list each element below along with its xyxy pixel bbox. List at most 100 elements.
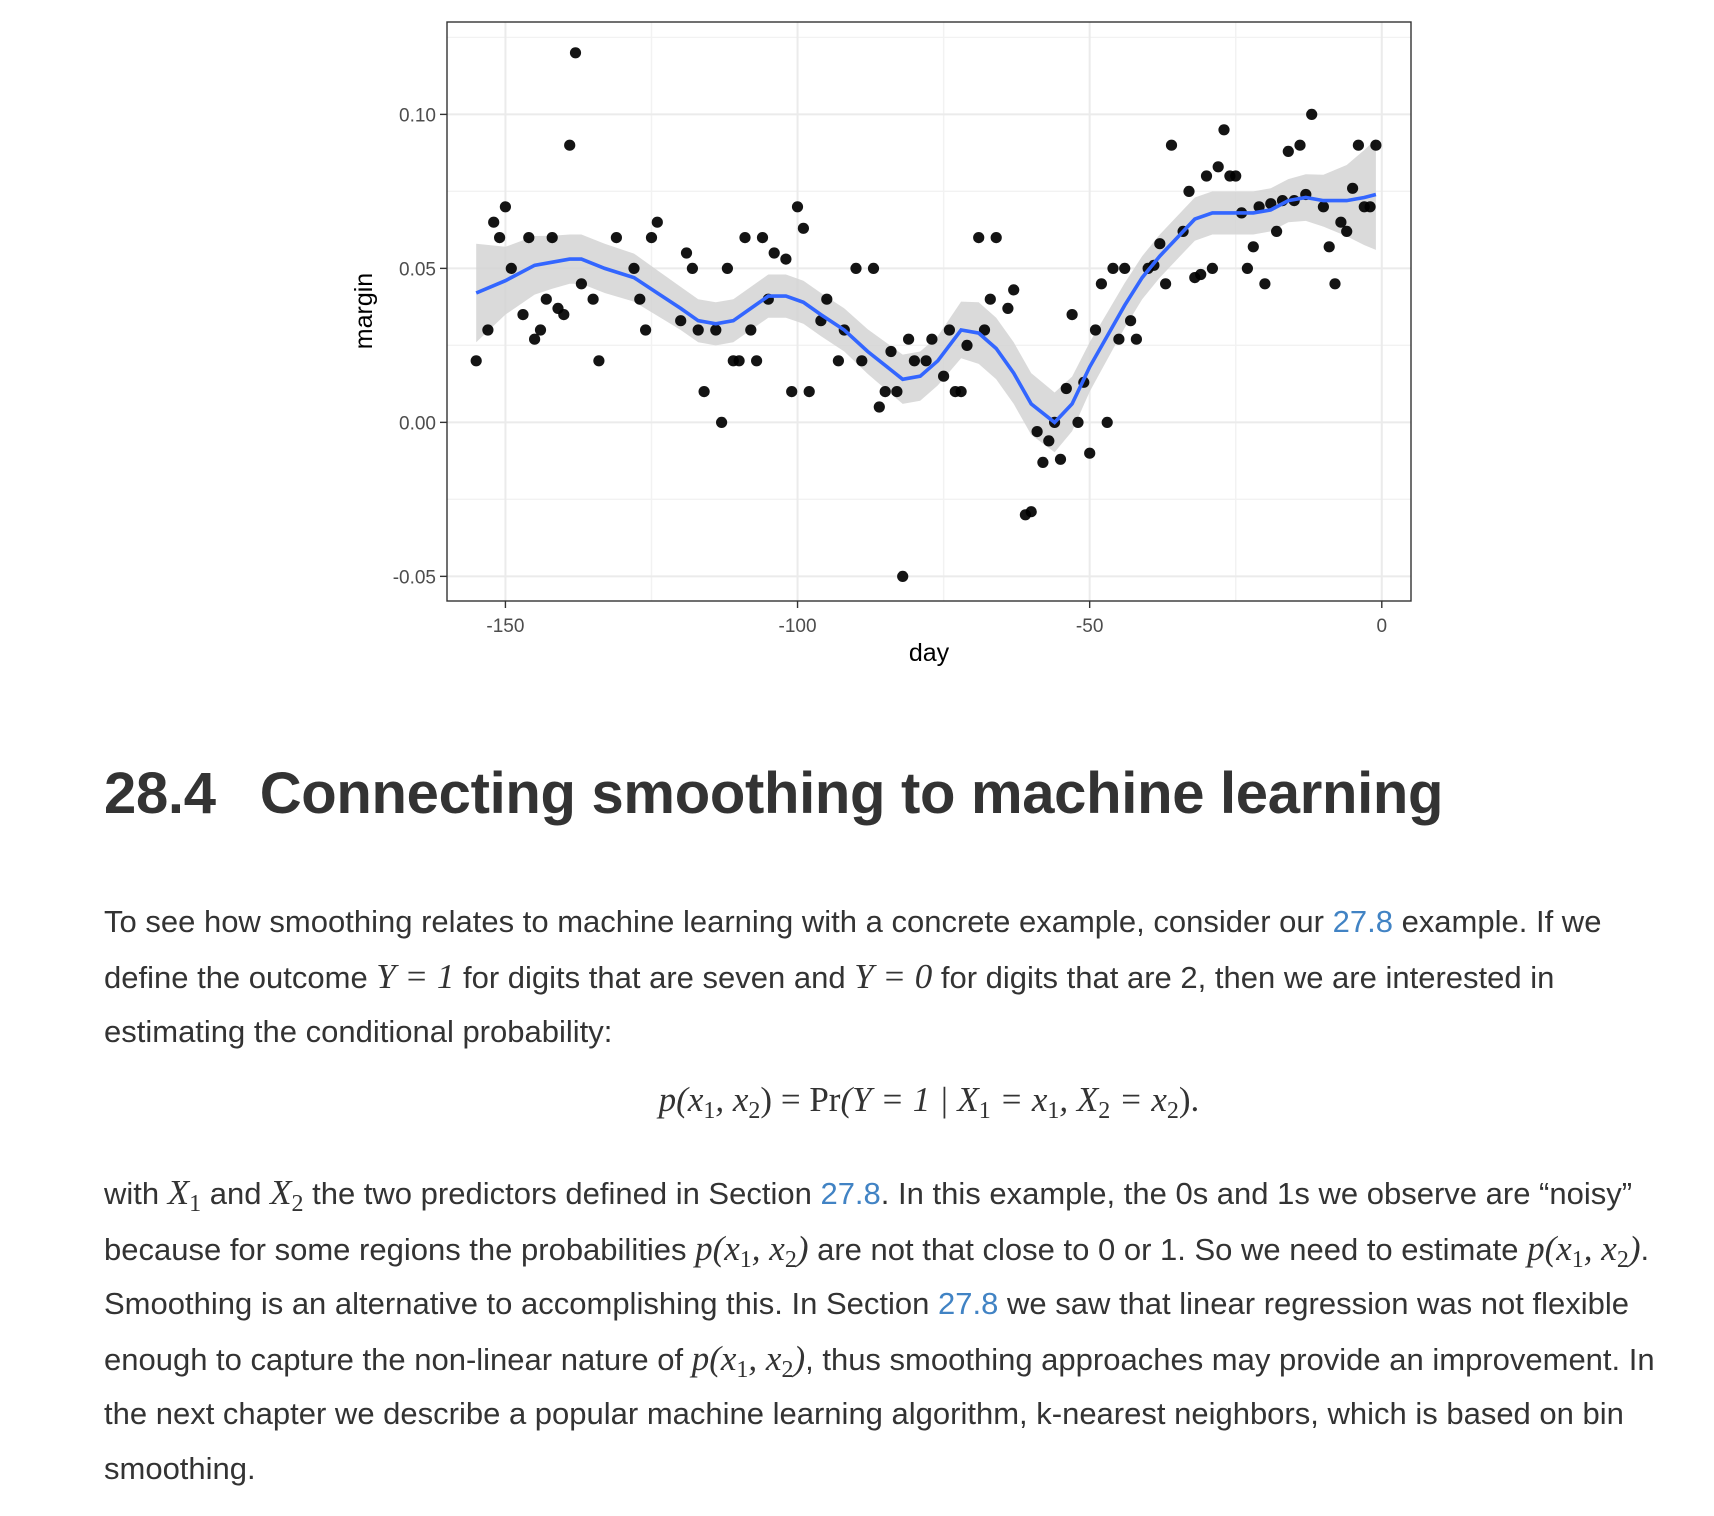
data-point [1195, 268, 1207, 281]
data-point [529, 333, 541, 345]
data-point [494, 232, 506, 244]
data-point [1072, 416, 1084, 428]
data-point [721, 262, 734, 274]
math-y-equals-1: Y = 1 [376, 956, 455, 996]
data-point [523, 232, 535, 244]
data-point [926, 333, 938, 345]
text: for digits that are 2, then we are inter… [104, 959, 1555, 1050]
x-tick-label: -50 [1076, 616, 1103, 637]
data-point [645, 232, 658, 244]
data-point [1002, 302, 1014, 314]
data-point [973, 232, 985, 244]
data-point [733, 355, 745, 367]
data-point [943, 324, 956, 336]
section-heading: 28.4 Connecting smoothing to machine lear… [104, 760, 1443, 827]
smooth-line [475, 192, 1377, 425]
data-point [873, 401, 885, 413]
data-point [517, 309, 529, 321]
data-point [1060, 382, 1072, 395]
data-point [756, 232, 769, 244]
data-point [1107, 262, 1119, 274]
text: for digits that are seven and [454, 959, 855, 995]
data-point [797, 222, 810, 234]
data-point [1160, 278, 1172, 290]
eq-sub: 2 [1098, 1098, 1111, 1124]
math-x1: X1 [167, 1173, 202, 1217]
text: we saw that linear regression was not fl… [104, 1286, 1630, 1377]
eq-part: = x [1110, 1080, 1167, 1119]
data-point [745, 324, 757, 336]
data-point [1043, 435, 1055, 447]
data-point [938, 370, 950, 382]
data-point [505, 262, 517, 274]
eq-part: = x [990, 1080, 1048, 1119]
data-point [885, 345, 897, 358]
data-point [634, 293, 646, 305]
eq-sub: 1 [978, 1098, 991, 1124]
y-axis: -0.05 0.00 0.05 0.10 [393, 105, 447, 588]
paragraph-discussion: with X1 and X2 the two predictors define… [104, 1166, 1664, 1496]
text: the two predictors defined in Section [303, 1176, 821, 1211]
eq-sub: 1 [703, 1098, 716, 1124]
data-point [675, 315, 687, 327]
data-point [499, 201, 511, 213]
math-p-x1-x2: p(x1, x2) [695, 1228, 809, 1273]
data-point [587, 293, 599, 305]
data-point [1089, 324, 1102, 336]
section-ref-link[interactable]: 27.8 [938, 1286, 999, 1321]
data-point [1352, 139, 1364, 151]
data-point [751, 355, 763, 367]
data-point [1370, 139, 1382, 151]
data-point [1282, 145, 1294, 157]
data-point [879, 386, 891, 398]
data-point [692, 324, 704, 336]
data-point [897, 570, 909, 583]
minor-gridlines [447, 22, 1411, 601]
data-point [1329, 278, 1341, 290]
data-point [686, 262, 699, 274]
paragraph-intro: To see how smoothing relates to machine … [104, 895, 1664, 1060]
data-point [908, 355, 921, 367]
data-point [891, 386, 903, 398]
data-point [1101, 416, 1113, 428]
data-point [856, 355, 868, 367]
eq-part: , X [1059, 1080, 1099, 1119]
data-point [1212, 161, 1224, 173]
data-point [990, 232, 1002, 244]
data-point [540, 293, 552, 305]
data-point [1306, 108, 1318, 120]
data-point [1335, 216, 1347, 228]
data-point [791, 201, 804, 213]
section-title: Connecting smoothing to machine learning [259, 761, 1444, 826]
data-point [920, 355, 932, 367]
section-ref-link[interactable]: 27.8 [820, 1176, 881, 1211]
text: , thus smoothing approaches may provide … [104, 1341, 1655, 1486]
data-point [534, 324, 547, 336]
data-point [955, 386, 967, 398]
data-point [564, 139, 576, 151]
math-p-x1-x2: p(x1, x2) [691, 1338, 806, 1383]
data-point [1241, 262, 1253, 274]
data-point [821, 293, 833, 305]
data-point [867, 262, 880, 274]
data-point [640, 324, 652, 336]
eq-part: (x [676, 1080, 704, 1119]
eq-part: p [658, 1080, 677, 1119]
math-x2: X2 [270, 1173, 304, 1217]
data-point [1218, 124, 1230, 136]
data-point [1294, 139, 1306, 151]
data-point [768, 247, 780, 259]
panel-border [446, 21, 1412, 602]
data-point [651, 216, 663, 228]
eq-sub: 2 [1166, 1098, 1179, 1124]
data-point [1084, 447, 1096, 459]
data-point [1037, 456, 1049, 468]
major-gridlines [447, 22, 1411, 601]
data-point [1008, 284, 1020, 296]
text: To see how smoothing relates to machine … [104, 904, 1333, 939]
section-ref-link[interactable]: 27.8 [1332, 904, 1393, 939]
data-point [1247, 241, 1259, 253]
eq-part: ). [1178, 1080, 1200, 1119]
eq-part: ) = [760, 1080, 810, 1119]
data-point [716, 416, 728, 428]
